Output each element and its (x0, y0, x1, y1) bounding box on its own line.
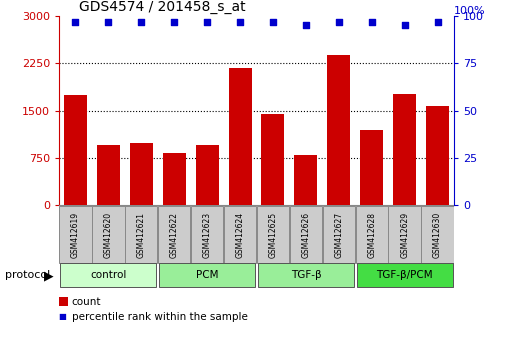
Point (236, 19, 244, 24)
Point (269, 19, 277, 24)
Bar (426, 105, 449, 205)
FancyBboxPatch shape (159, 263, 255, 287)
Text: GSM412629: GSM412629 (400, 211, 409, 258)
FancyBboxPatch shape (357, 263, 452, 287)
Bar (262, 114, 285, 205)
Text: ▶: ▶ (45, 269, 54, 282)
Point (433, 19, 442, 24)
Text: GSM412625: GSM412625 (268, 211, 278, 258)
FancyBboxPatch shape (61, 263, 156, 287)
Bar (294, 155, 318, 205)
Text: GSM412622: GSM412622 (170, 212, 179, 257)
Bar (327, 55, 350, 205)
Text: TGF-β/PCM: TGF-β/PCM (377, 270, 433, 280)
Point (137, 19, 145, 24)
FancyBboxPatch shape (323, 206, 355, 263)
Text: GSM412624: GSM412624 (235, 211, 245, 258)
FancyBboxPatch shape (125, 206, 157, 263)
FancyBboxPatch shape (290, 206, 322, 263)
FancyBboxPatch shape (258, 263, 354, 287)
FancyBboxPatch shape (421, 206, 453, 263)
Bar (163, 153, 186, 205)
Text: PCM: PCM (196, 270, 219, 280)
Text: GSM412619: GSM412619 (71, 211, 80, 258)
FancyBboxPatch shape (92, 206, 125, 263)
Point (203, 19, 211, 24)
Text: ■: ■ (58, 312, 66, 321)
Text: count: count (72, 297, 102, 307)
Text: GSM412623: GSM412623 (203, 211, 212, 258)
Text: 100%: 100% (454, 6, 486, 16)
Text: GSM412620: GSM412620 (104, 211, 113, 258)
Text: percentile rank within the sample: percentile rank within the sample (72, 312, 248, 322)
Bar (130, 143, 153, 205)
FancyBboxPatch shape (388, 206, 421, 263)
Text: GSM412626: GSM412626 (301, 211, 310, 258)
Point (170, 19, 179, 24)
Point (334, 19, 343, 24)
Bar (97, 145, 120, 205)
Bar (228, 68, 251, 205)
Bar (393, 93, 416, 205)
Text: GSM412628: GSM412628 (367, 212, 376, 257)
FancyBboxPatch shape (356, 206, 388, 263)
Text: TGF-β: TGF-β (290, 270, 321, 280)
Bar (360, 130, 383, 205)
FancyBboxPatch shape (224, 206, 256, 263)
Point (302, 23, 310, 28)
Point (368, 19, 376, 24)
FancyBboxPatch shape (158, 206, 190, 263)
Point (401, 23, 409, 28)
FancyBboxPatch shape (191, 206, 223, 263)
Text: protocol: protocol (5, 270, 50, 280)
Bar (64, 95, 87, 205)
Text: control: control (90, 270, 127, 280)
Text: GSM412621: GSM412621 (137, 212, 146, 257)
Bar (195, 145, 219, 205)
Point (104, 19, 112, 24)
FancyBboxPatch shape (257, 206, 289, 263)
Text: GSM412627: GSM412627 (334, 211, 343, 258)
FancyBboxPatch shape (60, 206, 92, 263)
Text: GSM412630: GSM412630 (433, 211, 442, 258)
Point (71, 19, 80, 24)
Text: GDS4574 / 201458_s_at: GDS4574 / 201458_s_at (79, 0, 245, 13)
